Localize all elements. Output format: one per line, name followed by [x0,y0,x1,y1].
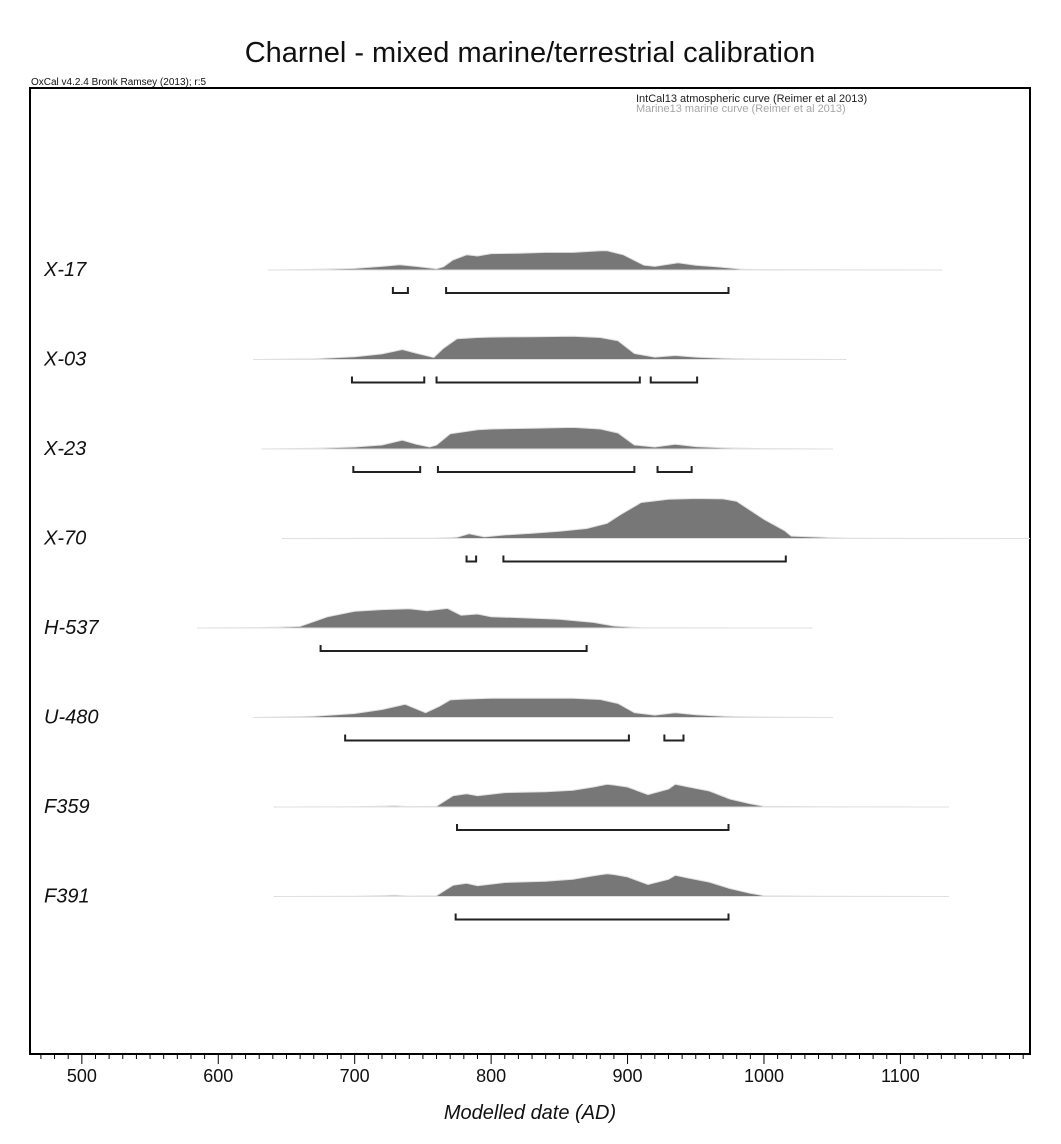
tick-label-600: 600 [203,1066,233,1086]
distribution-area-f359 [274,783,949,808]
tick-label-500: 500 [67,1066,97,1086]
sample-label-f391: F391 [44,886,90,908]
hpd-range-f359-1 [456,824,730,831]
distribution-f391: F391 [44,873,949,921]
distribution-area-x-03 [253,335,846,360]
hpd-range-x-17-2 [445,287,730,294]
plot-frame [29,87,1031,1055]
chart-title: Charnel - mixed marine/terrestrial calib… [245,37,816,69]
distribution-h-537: H-537 [44,607,812,652]
tick-label-800: 800 [476,1066,506,1086]
hpd-range-x-70-1 [465,555,478,563]
sample-label-f359: F359 [44,796,90,818]
sample-label-x-17: X-17 [43,259,87,281]
distribution-x-70: X-70 [43,497,1031,563]
sample-label-h-537: H-537 [44,617,99,639]
distribution-area-u-480 [253,697,833,718]
hpd-range-x-23-1 [352,466,422,473]
tick-label-1100: 1100 [881,1066,920,1086]
tick-label-1000: 1000 [744,1066,784,1086]
x-axis-label: Modelled date (AD) [444,1102,616,1124]
distribution-area-x-17 [268,250,942,271]
distributions: X-17 X-03 X-23 X-70 H-537 U-480 F359 F391 [43,250,1031,921]
distribution-x-03: X-03 [43,335,846,384]
hpd-range-x-03-1 [350,376,426,384]
hpd-range-x-70-2 [502,555,787,563]
distribution-f359: F359 [44,783,949,831]
hpd-range-x-17-1 [391,287,409,294]
distribution-area-h-537 [197,607,812,629]
software-version: OxCal v4.2.4 Bronk Ramsey (2013); r:5 [31,77,207,88]
hpd-range-u-480-1 [344,734,630,742]
hpd-range-f391-1 [454,913,730,921]
hpd-range-x-23-3 [656,466,693,473]
distribution-area-x-23 [261,426,833,450]
sample-label-x-23: X-23 [43,438,86,460]
x-axis: 500 600 700 800 900 1000 1100 [40,1054,1024,1086]
hpd-range-x-03-2 [435,376,641,384]
distribution-x-23: X-23 [43,426,833,473]
sample-label-u-480: U-480 [44,707,98,729]
tick-label-700: 700 [340,1066,370,1086]
hpd-range-x-23-2 [436,466,636,473]
sample-label-x-70: X-70 [43,528,86,550]
hpd-range-x-03-3 [649,376,699,384]
distribution-u-480: U-480 [44,697,833,742]
sample-label-x-03: X-03 [43,349,86,371]
hpd-range-u-480-2 [663,734,685,742]
hpd-range-h-537-1 [319,645,588,652]
distribution-area-f391 [274,873,949,897]
legend-intcal13: IntCal13 atmospheric curve (Reimer et al… [636,93,867,105]
tick-label-900: 900 [613,1066,643,1086]
distribution-x-17: X-17 [43,250,942,294]
legend-marine13: Marine13 marine curve (Reimer et al 2013… [636,103,846,115]
distribution-area-x-70 [282,497,1031,539]
